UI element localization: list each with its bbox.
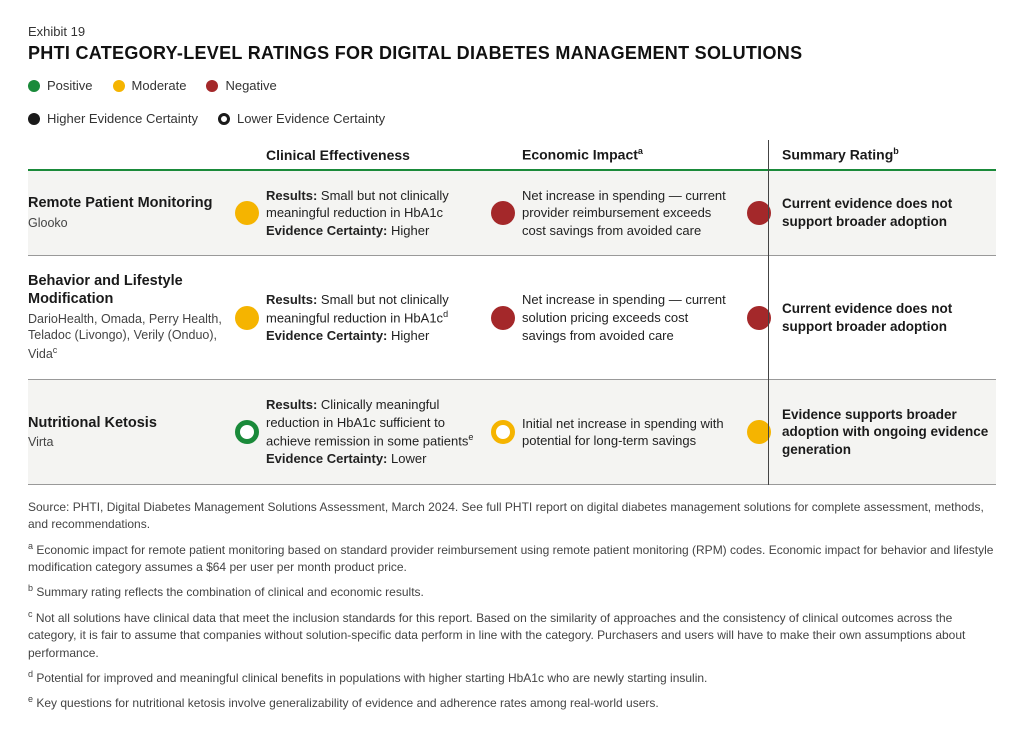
category-name: Nutritional Ketosis <box>28 414 228 432</box>
filled-circle-icon <box>747 201 771 225</box>
page-title: PHTI CATEGORY-LEVEL RATINGS FOR DIGITAL … <box>28 43 996 64</box>
summary-rating-icon <box>740 201 778 225</box>
economic-rating-icon <box>484 306 522 330</box>
footnote-e: e Key questions for nutritional ketosis … <box>28 693 996 712</box>
filled-circle-icon <box>28 80 40 92</box>
footnote-c: c Not all solutions have clinical data t… <box>28 608 996 662</box>
exhibit-label: Exhibit 19 <box>28 24 996 39</box>
filled-circle-icon <box>235 201 259 225</box>
filled-circle-icon <box>747 420 771 444</box>
category-cell: Nutritional Ketosis Virta <box>28 414 228 451</box>
clinical-text: Results: Small but not clinically meanin… <box>266 291 484 345</box>
economic-text: Net increase in spending — current solut… <box>522 291 740 344</box>
filled-circle-icon <box>235 306 259 330</box>
legend-label: Higher Evidence Certainty <box>47 111 198 126</box>
filled-circle-icon <box>747 306 771 330</box>
legend-label: Moderate <box>132 78 187 93</box>
category-vendors: Glooko <box>28 215 228 232</box>
ratings-table: Clinical Effectiveness Economic Impacta Su… <box>28 140 996 485</box>
legend-item: Higher Evidence Certainty <box>28 111 198 126</box>
legend-row: Positive Moderate Negative <box>28 78 277 93</box>
ring-icon <box>218 113 230 125</box>
summary-cell: Current evidence does not support broade… <box>778 300 996 335</box>
filled-circle-icon <box>206 80 218 92</box>
column-header: Clinical Effectiveness <box>266 147 484 163</box>
summary-rating-icon <box>740 306 778 330</box>
table-row: Remote Patient Monitoring Glooko Results: … <box>28 171 996 257</box>
legend-label: Negative <box>225 78 276 93</box>
column-header: Economic Impacta <box>522 146 740 163</box>
legend-label: Lower Evidence Certainty <box>237 111 385 126</box>
column-header: Summary Ratingb <box>782 146 996 163</box>
summary-cell: Evidence supports broader adoption with … <box>778 406 996 459</box>
economic-rating-icon <box>484 201 522 225</box>
filled-circle-icon <box>491 306 515 330</box>
clinical-rating-icon <box>228 201 266 225</box>
category-name: Remote Patient Monitoring <box>28 194 228 212</box>
category-cell: Remote Patient Monitoring Glooko <box>28 194 228 231</box>
legend-item: Positive <box>28 78 93 93</box>
summary-rating-icon <box>740 420 778 444</box>
summary-text: Evidence supports broader adoption with … <box>782 406 996 459</box>
clinical-rating-icon <box>228 306 266 330</box>
category-name: Behavior and Lifestyle Modification <box>28 272 228 308</box>
footnote-a: a Economic impact for remote patient mon… <box>28 540 996 577</box>
table-header: Clinical Effectiveness Economic Impacta Su… <box>28 140 996 171</box>
summary-text: Current evidence does not support broade… <box>782 300 996 335</box>
ring-icon <box>235 420 259 444</box>
legend-item: Moderate <box>113 78 187 93</box>
legend-item: Negative <box>206 78 276 93</box>
category-vendors: Virta <box>28 434 228 451</box>
category-vendors: DarioHealth, Omada, Perry Health, Telado… <box>28 311 228 364</box>
legend-label: Positive <box>47 78 93 93</box>
clinical-text: Results: Clinically meaningful reduction… <box>266 396 484 468</box>
ring-icon <box>491 420 515 444</box>
table-row: Nutritional Ketosis Virta Results: Clinica… <box>28 380 996 485</box>
clinical-rating-icon <box>228 420 266 444</box>
economic-text: Net increase in spending — current provi… <box>522 187 740 240</box>
economic-rating-icon <box>484 420 522 444</box>
legend-item: Lower Evidence Certainty <box>218 111 385 126</box>
summary-cell: Current evidence does not support broade… <box>778 195 996 230</box>
footnote-b: b Summary rating reflects the combinatio… <box>28 582 996 601</box>
summary-text: Current evidence does not support broade… <box>782 195 996 230</box>
filled-circle-icon <box>491 201 515 225</box>
table-row: Behavior and Lifestyle ModificationDario… <box>28 256 996 380</box>
footnote-d: d Potential for improved and meaningful … <box>28 668 996 687</box>
filled-circle-icon <box>28 113 40 125</box>
legend-row: Higher Evidence Certainty Lower Evidence … <box>28 111 996 126</box>
category-cell: Behavior and Lifestyle ModificationDario… <box>28 272 228 363</box>
footnote-source: Source: PHTI, Digital Diabetes Managemen… <box>28 499 996 534</box>
footnotes: Source: PHTI, Digital Diabetes Managemen… <box>28 499 996 713</box>
clinical-text: Results: Small but not clinically meanin… <box>266 187 484 240</box>
legend: Positive Moderate Negative Higher Evidence … <box>28 78 996 126</box>
economic-text: Initial net increase in spending with po… <box>522 415 740 450</box>
filled-circle-icon <box>113 80 125 92</box>
